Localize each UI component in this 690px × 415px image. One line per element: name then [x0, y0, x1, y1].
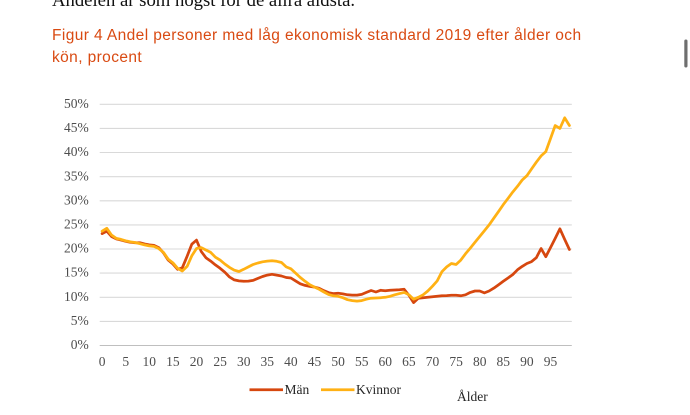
svg-text:25: 25 [213, 354, 227, 369]
svg-text:30%: 30% [64, 192, 89, 207]
svg-text:85: 85 [497, 354, 511, 369]
svg-text:15: 15 [166, 354, 180, 369]
svg-text:60: 60 [379, 354, 393, 369]
svg-text:65: 65 [402, 354, 416, 369]
svg-text:35%: 35% [64, 168, 89, 183]
svg-text:40: 40 [284, 354, 298, 369]
svg-text:50: 50 [331, 354, 345, 369]
svg-text:45: 45 [308, 354, 322, 369]
svg-text:15%: 15% [64, 265, 89, 280]
svg-text:45%: 45% [64, 120, 89, 135]
svg-text:80: 80 [473, 354, 487, 369]
svg-text:0: 0 [99, 354, 106, 369]
svg-text:90: 90 [520, 354, 534, 369]
svg-text:40%: 40% [64, 144, 89, 159]
svg-text:Män: Män [285, 382, 310, 397]
svg-text:20: 20 [190, 354, 204, 369]
svg-text:10: 10 [143, 354, 157, 369]
svg-text:70: 70 [426, 354, 440, 369]
svg-text:25%: 25% [64, 217, 89, 232]
svg-text:5: 5 [122, 354, 129, 369]
svg-text:75: 75 [449, 354, 463, 369]
svg-text:30: 30 [237, 354, 251, 369]
svg-text:55: 55 [355, 354, 369, 369]
svg-text:35: 35 [261, 354, 275, 369]
svg-text:10%: 10% [64, 289, 89, 304]
svg-text:Kvinnor: Kvinnor [356, 382, 402, 397]
svg-text:95: 95 [544, 354, 558, 369]
svg-text:5%: 5% [71, 313, 89, 328]
svg-text:0%: 0% [71, 337, 89, 352]
svg-text:Ålder: Ålder [457, 389, 488, 404]
svg-text:20%: 20% [64, 241, 89, 256]
svg-text:50%: 50% [64, 96, 89, 111]
